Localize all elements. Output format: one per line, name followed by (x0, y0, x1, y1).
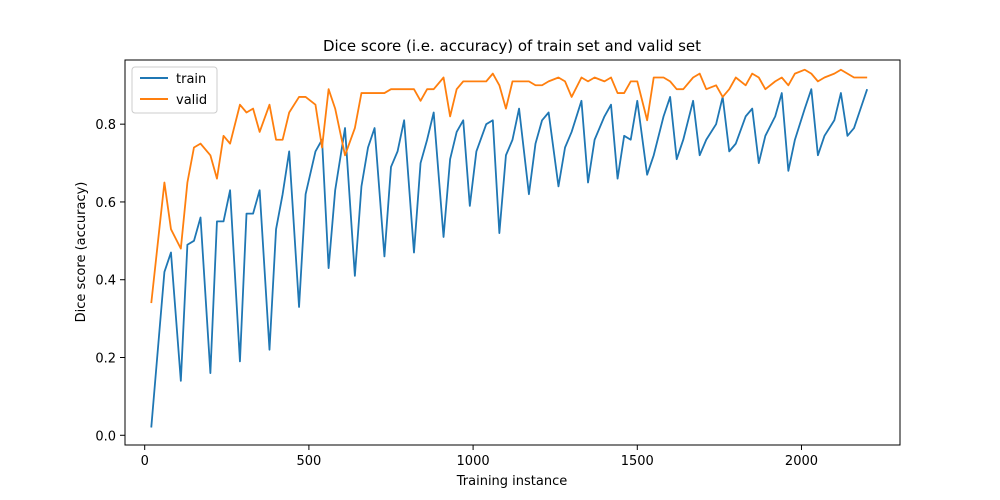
x-axis-label: Training instance (456, 474, 568, 489)
y-axis: 0.0 0.2 0.4 0.6 0.8 (95, 118, 125, 444)
x-tick-label: 500 (296, 454, 321, 469)
y-tick-label: 0.4 (95, 274, 116, 289)
legend-valid-label: valid (176, 93, 207, 108)
x-tick-label: 1000 (457, 454, 490, 469)
y-axis-label: Dice score (accuracy) (74, 182, 89, 323)
x-tick-label: 0 (141, 454, 149, 469)
legend: train valid (131, 66, 218, 114)
series-line-train (150, 88, 869, 428)
legend-train-label: train (176, 72, 206, 87)
axes-frame (124, 59, 901, 446)
y-tick-label: 0.2 (95, 352, 116, 367)
x-axis: 0 500 1000 1500 2000 (141, 445, 818, 469)
plot-area (150, 68, 869, 428)
chart-title: Dice score (i.e. accuracy) of train set … (323, 37, 701, 55)
y-tick-label: 0.0 (95, 429, 116, 444)
x-tick-label: 2000 (785, 454, 818, 469)
x-tick-label: 1500 (621, 454, 654, 469)
y-tick-label: 0.6 (95, 196, 116, 211)
series-line-valid (150, 68, 868, 304)
y-tick-label: 0.8 (95, 118, 116, 133)
